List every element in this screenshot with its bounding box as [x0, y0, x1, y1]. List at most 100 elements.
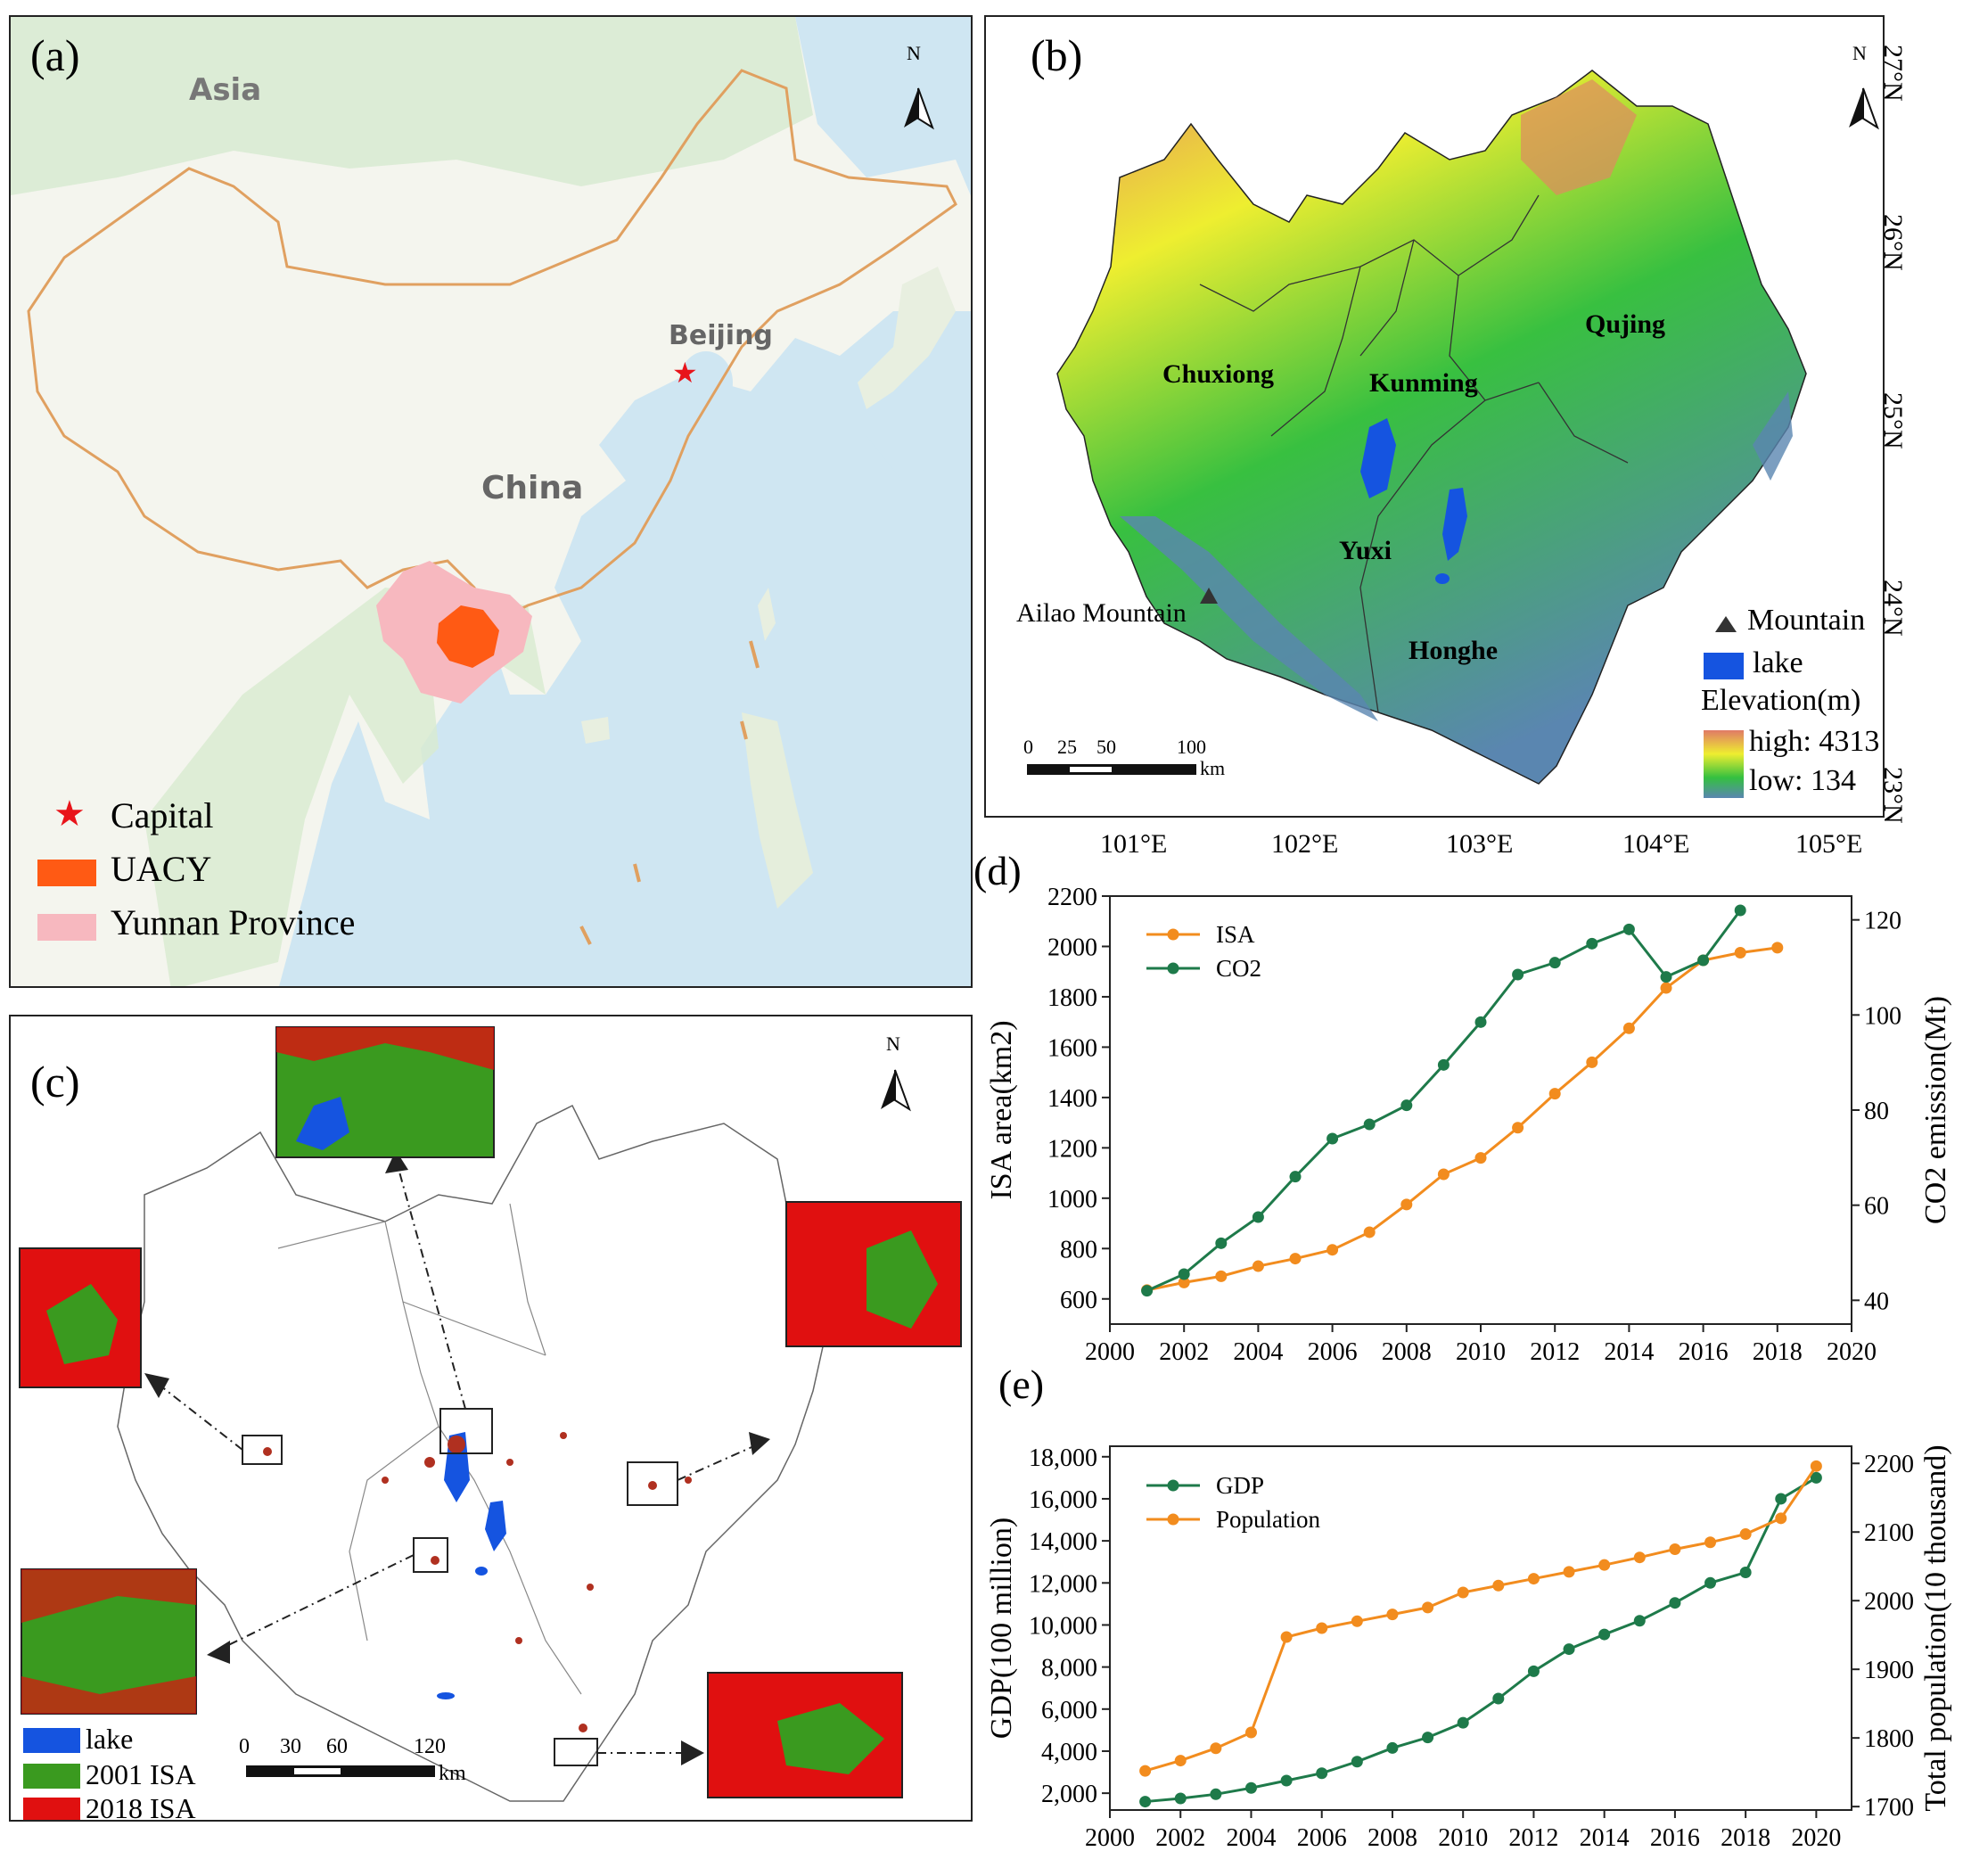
x-tick-label: 2002: [1155, 1824, 1205, 1852]
x-tick-label: 2004: [1226, 1824, 1276, 1852]
isa-lake-3: [475, 1567, 488, 1576]
data-point-population: [1351, 1615, 1363, 1627]
data-point-population: [1386, 1609, 1399, 1621]
panel-c-label: (c): [30, 1057, 80, 1107]
data-point-isa: [1734, 947, 1746, 959]
y-left-tick-label: 2,000: [1041, 1781, 1097, 1808]
x-tick-label: 2018: [1721, 1824, 1770, 1852]
lon-104: 104°E: [1622, 829, 1690, 859]
y-right-tick-label: 1800: [1864, 1725, 1914, 1753]
y-right-tick-label: 40: [1864, 1288, 1889, 1315]
y-left-tick-label: 1000: [1047, 1186, 1097, 1214]
data-point-gdp: [1280, 1774, 1293, 1787]
data-point-gdp: [1316, 1767, 1328, 1780]
data-point-population: [1598, 1559, 1611, 1571]
legend-marker-population: [1167, 1513, 1179, 1526]
lon-103: 103°E: [1446, 829, 1514, 859]
y-left-tick-label: 1800: [1047, 984, 1097, 1012]
legend-capital: Capital: [111, 795, 214, 835]
panel-a-overview-map: ★ (a) N Asia China Beijing ★ Capital UAC…: [9, 15, 973, 988]
data-point-population: [1316, 1622, 1328, 1634]
data-point-population: [1810, 1460, 1822, 1472]
data-point-isa: [1474, 1152, 1487, 1164]
isa-lake-4: [437, 1692, 455, 1699]
data-point-isa: [1548, 1088, 1561, 1100]
y-right-tick-label: 80: [1864, 1098, 1889, 1125]
legend-yunnan: Yunnan Province: [111, 902, 356, 942]
data-point-isa: [1512, 1122, 1524, 1134]
x-tick-label: 2008: [1382, 1338, 1432, 1366]
data-point-co2: [1363, 1118, 1376, 1131]
elevation-colorbar: [1704, 730, 1744, 798]
legend-lake-swatch-c: [23, 1728, 80, 1753]
data-point-isa: [1252, 1260, 1264, 1272]
isa-map: [19, 1026, 962, 1820]
highlands-north: [1521, 79, 1637, 195]
y-right-tick-label: 100: [1864, 1002, 1901, 1030]
y-left-tick-label: 1200: [1047, 1135, 1097, 1163]
data-point-isa: [1363, 1226, 1376, 1238]
scale-tick-100: 100: [1177, 736, 1206, 758]
scale-c-tick-0: 0: [239, 1735, 250, 1758]
data-point-isa: [1586, 1056, 1598, 1068]
north-arrow-icon: [904, 87, 934, 130]
scale-tick-50: 50: [1096, 736, 1116, 758]
scale-tick-25: 25: [1057, 736, 1077, 758]
legend-marker-co2: [1167, 962, 1179, 975]
yunnan-swatch: [37, 914, 96, 941]
y-right-tick-label: 120: [1864, 908, 1901, 935]
lake-fuxian: [1442, 488, 1467, 561]
data-point-population: [1669, 1543, 1681, 1555]
inset-qujing: [785, 1201, 962, 1347]
data-point-population: [1739, 1528, 1752, 1541]
data-point-gdp: [1633, 1615, 1646, 1627]
x-axis-label: year: [1453, 1864, 1508, 1876]
legend-label-population: Population: [1216, 1506, 1321, 1533]
data-point-gdp: [1492, 1692, 1505, 1705]
city-kunming: Kunming: [1369, 368, 1478, 398]
legend-2001-swatch: [23, 1764, 80, 1789]
series-line-isa: [1146, 946, 1778, 1292]
x-tick-label: 2018: [1753, 1338, 1803, 1366]
lon-102: 102°E: [1271, 829, 1339, 859]
data-point-co2: [1512, 968, 1524, 981]
city-chuxiong: Chuxiong: [1162, 359, 1275, 389]
chart-d-label: (d): [973, 848, 1022, 893]
study-area-terrain: [1056, 70, 1807, 785]
scale-unit: km: [1200, 757, 1226, 779]
beijing-label: Beijing: [669, 320, 773, 351]
data-point-isa: [1622, 1022, 1635, 1034]
panel-a-label: (a): [30, 30, 80, 80]
leader-arrowheads: [144, 1150, 770, 1765]
y-left-axis-label: GDP(100 million): [985, 1518, 1018, 1739]
elevation-map: [1027, 70, 1879, 798]
y-left-tick-label: 6,000: [1041, 1697, 1097, 1724]
data-point-gdp: [1704, 1576, 1717, 1589]
data-point-gdp: [1739, 1567, 1752, 1579]
y-right-tick-label: 1900: [1864, 1657, 1914, 1684]
data-point-co2: [1660, 971, 1672, 983]
hainan: [581, 717, 610, 744]
nine-dash-line: [579, 640, 760, 945]
data-point-co2: [1734, 904, 1746, 917]
north-label-c: N: [886, 1033, 900, 1055]
data-point-population: [1775, 1512, 1787, 1525]
data-point-population: [1244, 1726, 1257, 1739]
data-point-gdp: [1174, 1792, 1187, 1805]
scale-c-tick-60: 60: [326, 1735, 348, 1758]
data-point-co2: [1178, 1268, 1190, 1280]
x-tick-label: 2000: [1085, 1824, 1135, 1852]
y-right-tick-label: 2200: [1864, 1451, 1914, 1478]
chart-e-label: (e): [998, 1362, 1044, 1407]
y-left-tick-label: 800: [1060, 1236, 1097, 1263]
chart-d-isa-co2: (d) 2000 2002 2004 2006 2008 2010 2012 2014 2016 2…: [973, 848, 1952, 1366]
scale-bar: [1027, 764, 1196, 775]
data-point-isa: [1437, 1168, 1450, 1181]
y-left-tick-label: 8,000: [1041, 1655, 1097, 1683]
data-point-gdp: [1598, 1628, 1611, 1641]
series-line-gdp: [1145, 1477, 1818, 1804]
capital-star-icon: ★: [53, 794, 86, 834]
lat-26: 26°N: [1878, 214, 1908, 271]
panel-c-isa-map: (c) N lake 2001 ISA 2018 ISA 0 30 60 120…: [9, 1015, 973, 1822]
legend-2001-isa: 2001 ISA: [86, 1758, 196, 1790]
